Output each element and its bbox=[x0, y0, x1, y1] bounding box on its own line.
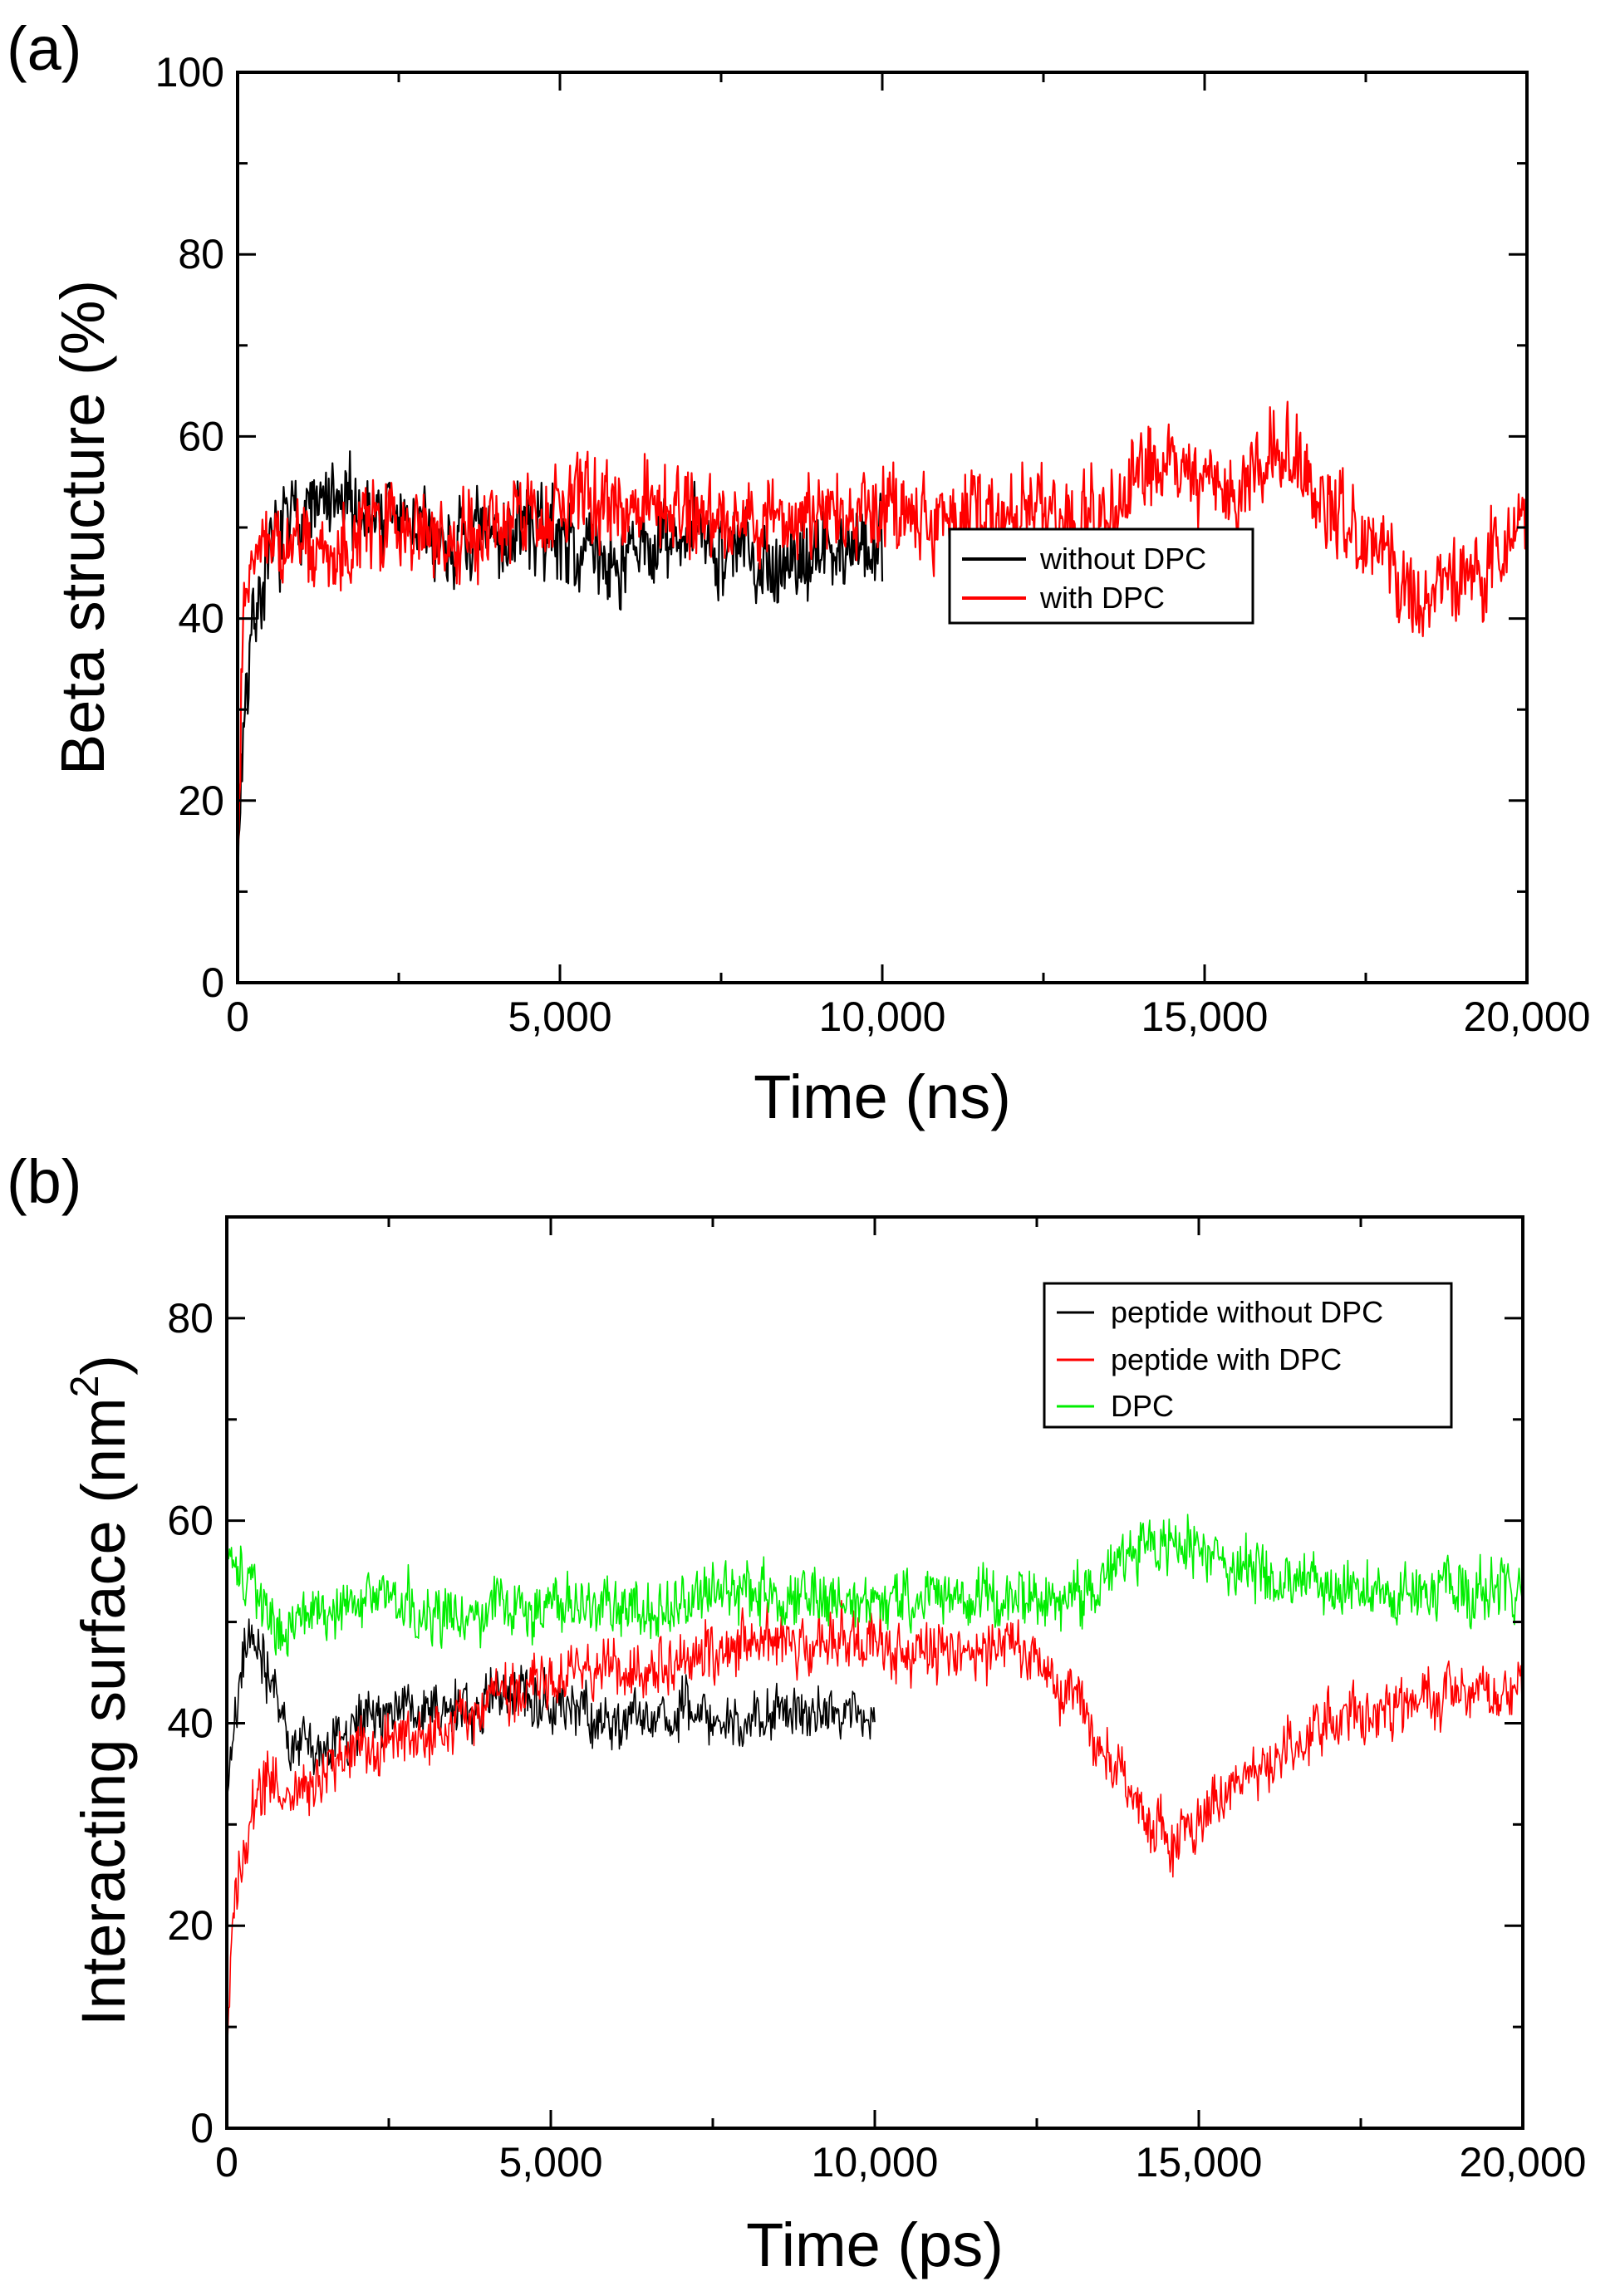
y-tick-label: 80 bbox=[178, 231, 224, 277]
x-tick-label: 10,000 bbox=[819, 993, 946, 1040]
panel-a-legend-label-with-dpc: with DPC bbox=[1039, 581, 1165, 615]
panel-b-series-dpc bbox=[226, 1513, 1524, 1657]
panel-b-y-axis-label: Interacting surface (nm2) bbox=[63, 1355, 138, 2026]
x-tick-label: 15,000 bbox=[1141, 993, 1269, 1040]
y-tick-label: 20 bbox=[167, 1902, 214, 1949]
y-tick-label: 0 bbox=[190, 2105, 214, 2151]
panel-b-series-peptide-with-dpc bbox=[226, 1599, 1524, 2109]
x-tick-label: 10,000 bbox=[812, 2139, 939, 2186]
panel-b-legend-label-peptide-without-dpc: peptide without DPC bbox=[1111, 1295, 1383, 1329]
panel-b-x-axis-label: Time (ps) bbox=[746, 2210, 1004, 2279]
panel-b-legend-label-peptide-with-dpc: peptide with DPC bbox=[1111, 1342, 1342, 1376]
panel-a-legend: without DPC with DPC bbox=[948, 527, 1254, 625]
panel-b-y-tick-labels: 0 20 40 60 80 bbox=[167, 1295, 214, 2151]
y-tick-label: 60 bbox=[167, 1498, 214, 1544]
panel-b-legend-label-dpc: DPC bbox=[1111, 1389, 1174, 1423]
panel-a-x-tick-labels: 0 5,000 10,000 15,000 20,000 bbox=[226, 993, 1590, 1040]
panel-a-series-with-dpc bbox=[236, 400, 1529, 880]
x-tick-label: 0 bbox=[215, 2139, 238, 2186]
panel-b-label: (b) bbox=[7, 1147, 81, 1216]
panel-a-legend-box bbox=[948, 527, 1254, 625]
panel-b-x-tick-labels: 0 5,000 10,000 15,000 20,000 bbox=[215, 2139, 1586, 2186]
y-tick-label: 0 bbox=[201, 959, 224, 1006]
panel-b-legend-box bbox=[1043, 1282, 1453, 1429]
panel-a-y-tick-labels: 0 20 40 60 80 100 bbox=[155, 49, 224, 1006]
panel-a-series-without-dpc bbox=[236, 450, 884, 940]
panel-b-series-peptide-without-dpc bbox=[226, 1618, 876, 1824]
panel-a-chart: (a) 0 5,000 10,000 15,000 20,000 0 20 40 60 80 10… bbox=[7, 14, 1590, 1131]
x-tick-label: 15,000 bbox=[1136, 2139, 1263, 2186]
panel-a-legend-label-without-dpc: without DPC bbox=[1039, 542, 1206, 576]
panel-b-ticks bbox=[225, 1215, 1524, 2130]
y-tick-label: 100 bbox=[155, 49, 224, 96]
y-tick-label: 40 bbox=[178, 596, 224, 642]
panel-b-y-axis-label-superscript: 2 bbox=[63, 1376, 107, 1398]
panel-a-x-axis-label: Time (ns) bbox=[754, 1062, 1011, 1131]
x-tick-label: 5,000 bbox=[498, 2139, 602, 2186]
x-tick-label: 5,000 bbox=[508, 993, 611, 1040]
panel-b-y-axis-label-main: Interacting surface (nm bbox=[69, 1397, 138, 2026]
y-tick-label: 60 bbox=[178, 413, 224, 459]
x-tick-label: 20,000 bbox=[1460, 2139, 1587, 2186]
panel-b-chart: (b) 0 5,000 10,000 15,000 20,000 0 20 40 60 80 T… bbox=[7, 1147, 1586, 2279]
panel-a-label: (a) bbox=[7, 14, 81, 83]
y-tick-label: 40 bbox=[167, 1700, 214, 1746]
panel-b-y-axis-label-close: ) bbox=[69, 1355, 138, 1376]
y-tick-label: 20 bbox=[178, 778, 224, 824]
panel-a-ticks bbox=[236, 71, 1529, 984]
x-tick-label: 0 bbox=[226, 993, 249, 1040]
y-tick-label: 80 bbox=[167, 1295, 214, 1342]
panel-b-series-group bbox=[226, 1513, 1524, 2109]
panel-a-y-axis-label: Beta structure (%) bbox=[48, 280, 117, 775]
x-tick-label: 20,000 bbox=[1464, 993, 1591, 1040]
panel-b-legend: peptide without DPC peptide with DPC DPC bbox=[1043, 1282, 1453, 1429]
panel-a-series-group bbox=[236, 400, 1529, 940]
